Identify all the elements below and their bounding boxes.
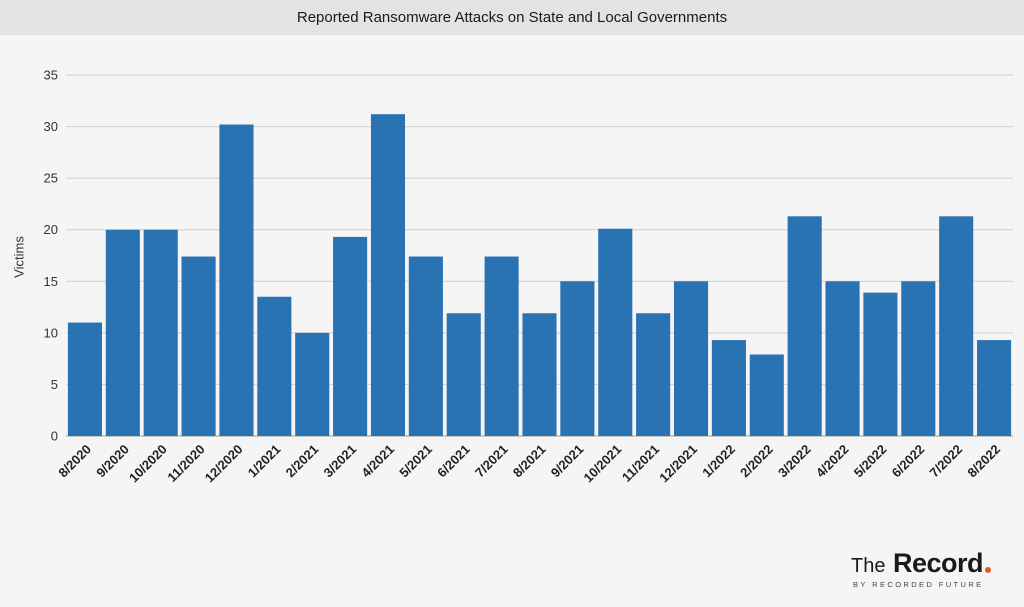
x-tick-label: 4/2021 (358, 442, 397, 481)
x-tick-label: 8/2022 (964, 442, 1003, 481)
x-tick-label: 5/2022 (851, 442, 890, 481)
y-tick-label: 20 (44, 222, 58, 237)
x-tick-label: 7/2021 (472, 442, 511, 481)
y-tick-label: 35 (44, 68, 58, 83)
x-tick-label: 7/2022 (927, 442, 966, 481)
bar-2-2021 (295, 332, 330, 436)
y-tick-label: 5 (51, 377, 58, 392)
x-tick-label: 8/2020 (55, 442, 94, 481)
y-tick-label: 0 (51, 429, 58, 444)
bar-3-2021 (333, 236, 368, 436)
bar-12-2021 (673, 281, 709, 436)
chart-title: Reported Ransomware Attacks on State and… (0, 0, 1024, 35)
x-tick-label: 2/2021 (283, 442, 322, 481)
y-axis-ticks: 0 5 10 15 20 25 30 35 (44, 68, 58, 444)
bar-12-2020 (219, 124, 254, 436)
bar-10-2021 (598, 228, 633, 436)
x-tick-label: 8/2021 (510, 442, 549, 481)
bar-9-2021 (560, 281, 595, 436)
y-tick-label: 25 (44, 171, 58, 186)
bar-9-2020 (105, 229, 140, 436)
x-tick-label: 1/2021 (245, 442, 284, 481)
bar-4-2021 (370, 114, 406, 437)
x-tick-label: 4/2022 (813, 442, 852, 481)
bar-8-2021 (522, 313, 557, 436)
x-tick-label: 5/2021 (396, 442, 435, 481)
bar-5-2021 (408, 256, 443, 436)
x-tick-label: 3/2022 (775, 442, 814, 481)
x-tick-label: 10/2021 (581, 442, 625, 486)
bar-10-2020 (143, 229, 178, 436)
bar-6-2021 (446, 313, 481, 436)
x-tick-label: 12/2020 (202, 442, 246, 486)
bar-1-2022 (711, 340, 746, 436)
bar-11-2020 (181, 256, 216, 436)
bar-8-2020 (67, 322, 102, 436)
bar-8-2022 (977, 340, 1012, 436)
bar-6-2022 (901, 281, 936, 436)
bar-chart: 0 5 10 15 20 25 30 35 8/2020 9/202010/202011/202… (44, 68, 1013, 486)
x-tick-label: 11/2020 (164, 442, 207, 485)
bar-2-2022 (749, 354, 784, 436)
y-axis-label: Victims (11, 236, 27, 278)
brand-tagline: BY RECORDED FUTURE (853, 580, 984, 589)
brand-the: The (851, 555, 886, 577)
bar-11-2021 (636, 313, 671, 436)
brand-record: Record (893, 548, 984, 578)
x-tick-label: 2/2022 (737, 442, 776, 481)
bar-4-2022 (825, 281, 860, 436)
x-tick-label: 6/2022 (889, 442, 928, 481)
x-tick-label: 11/2021 (619, 442, 662, 485)
y-tick-label: 30 (44, 119, 58, 134)
x-tick-label: 3/2021 (320, 442, 359, 481)
brand-logo: The Record BY RECORDED FUTURE (851, 548, 1011, 598)
bars (67, 114, 1012, 437)
bar-3-2022 (787, 216, 822, 436)
brand-dot (985, 567, 991, 573)
x-tick-label: 10/2020 (126, 442, 170, 486)
x-tick-label: 6/2021 (434, 442, 473, 481)
bar-7-2021 (484, 256, 519, 436)
y-tick-label: 10 (44, 325, 58, 340)
bar-5-2022 (863, 292, 898, 436)
bar-7-2022 (939, 216, 974, 436)
bar-1-2021 (257, 296, 292, 436)
x-tick-label: 12/2021 (656, 442, 700, 486)
x-tick-label: 1/2022 (699, 442, 738, 481)
y-tick-label: 15 (44, 274, 58, 289)
